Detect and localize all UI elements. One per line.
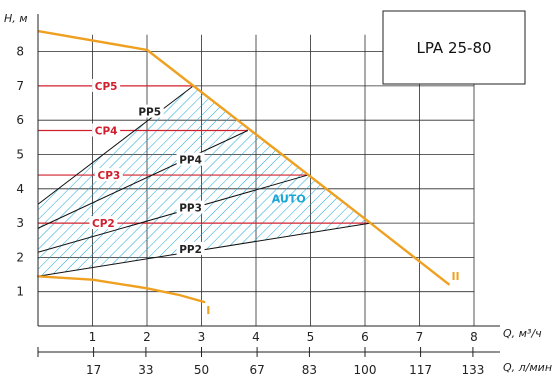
pp-label: PP3 — [179, 203, 202, 215]
y-tick-label: 6 — [16, 113, 24, 127]
x2-tick-label: 133 — [461, 363, 484, 377]
x2-tick-label: 33 — [138, 363, 153, 377]
x-tick-label: 3 — [198, 330, 206, 344]
x-tick-label: 4 — [252, 330, 260, 344]
model-box: LPA 25-80 — [382, 10, 526, 85]
pp-line — [37, 174, 308, 253]
model-name: LPA 25-80 — [416, 39, 491, 57]
y-tick-label: 8 — [16, 45, 24, 59]
auto-label: AUTO — [272, 193, 306, 206]
model-box-frame — [382, 10, 526, 85]
cp-label: CP5 — [95, 81, 118, 93]
y-tick-label: 3 — [16, 216, 24, 230]
x-axis-title: Q, м³/ч — [503, 327, 542, 340]
x-tick-label: 8 — [470, 330, 478, 344]
axes — [37, 14, 500, 357]
x-tick-label: 6 — [361, 330, 369, 344]
max-curve-label: II — [451, 270, 459, 283]
x2-tick-label: 17 — [86, 363, 101, 377]
max-curve — [37, 29, 451, 286]
cp-label-bg — [92, 78, 121, 92]
cp-label-bg — [94, 168, 123, 182]
y-tick-label: 5 — [16, 148, 24, 162]
pp-label-bg — [176, 152, 205, 166]
cp-label-bg — [92, 123, 121, 137]
x2-tick-label: 100 — [354, 363, 377, 377]
pp-label: PP5 — [138, 107, 161, 119]
cp-label: CP3 — [97, 170, 120, 182]
min-curve-label: I — [206, 304, 210, 317]
x2-tick-label: 50 — [194, 363, 209, 377]
cp-label-bg — [89, 216, 118, 230]
y-tick-label: 7 — [16, 79, 24, 93]
y-tick-label: 4 — [16, 182, 24, 196]
x2-axis-title: Q, л/мин — [503, 361, 552, 374]
pp-line — [37, 130, 249, 229]
pp-label: PP4 — [179, 155, 202, 167]
x2-tick-label: 83 — [302, 363, 317, 377]
x-tick-label: 5 — [307, 330, 315, 344]
x2-tick-label: 117 — [409, 363, 432, 377]
pp-label: PP2 — [179, 244, 202, 256]
cp-label: CP2 — [92, 218, 115, 230]
pp-label-bg — [135, 104, 164, 118]
cp-label: CP4 — [95, 125, 118, 137]
y-tick-label: 2 — [16, 250, 24, 264]
y-axis-title: H, м — [4, 12, 28, 25]
pp-label-bg — [176, 241, 205, 255]
x2-tick-label: 67 — [249, 363, 264, 377]
x-tick-label: 2 — [143, 330, 151, 344]
y-tick-label: 1 — [16, 285, 24, 299]
pp-line — [37, 85, 194, 205]
pp-label-bg — [176, 200, 205, 214]
x-tick-label: 7 — [416, 330, 424, 344]
x-tick-label: 1 — [89, 330, 97, 344]
min-curve — [36, 275, 206, 304]
